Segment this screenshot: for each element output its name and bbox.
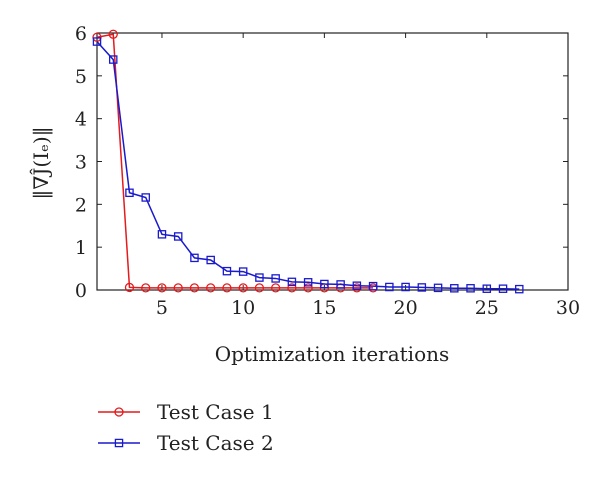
series-2-point (303, 278, 313, 287)
series-1-point (271, 283, 281, 293)
series-2-point (336, 280, 345, 289)
y-tick-label: 6 (75, 23, 87, 45)
series-2-point (433, 283, 443, 293)
x-tick-label: 20 (393, 297, 417, 319)
y-tick-label: 4 (75, 109, 87, 131)
series-1-point (254, 283, 265, 293)
series-2-point (108, 55, 118, 64)
series-2-point (271, 274, 280, 283)
series-2-point (466, 284, 475, 293)
series-1-point (222, 283, 232, 293)
series-1-point (92, 32, 102, 42)
series-1-point (124, 282, 135, 293)
series-2-point (157, 230, 167, 239)
series-2-point (450, 284, 459, 293)
series-2-point (320, 279, 329, 289)
legend-marker (114, 438, 124, 448)
legend-marker (114, 407, 124, 417)
legend-item: Test Case 1 (98, 400, 274, 424)
series-2-point (482, 284, 492, 293)
y-tick-label: 3 (75, 152, 87, 174)
legend-label: Test Case 2 (157, 431, 274, 455)
series-2-point (222, 266, 232, 276)
legend: Test Case 1 Test Case 2 (98, 400, 274, 455)
x-tick-label: 25 (475, 297, 499, 319)
series-2-point (515, 284, 524, 294)
series-2-point (238, 267, 248, 276)
series-2-point (368, 281, 378, 291)
x-axis-label: Optimization iterations (215, 342, 450, 366)
x-tick-label: 10 (231, 297, 255, 319)
series-2-point (498, 284, 508, 293)
legend-item: Test Case 2 (98, 431, 274, 455)
x-tick-label: 30 (556, 297, 580, 319)
series-2-point (417, 283, 427, 292)
y-tick-label: 2 (75, 194, 87, 216)
series-1-point (173, 283, 183, 293)
series-2-point (401, 282, 410, 292)
series-2 (92, 37, 524, 294)
axis-ticks: 5 10 15 20 25 30 0 1 2 3 4 5 6 (75, 23, 580, 319)
series-layer (92, 29, 524, 294)
series-1-point (108, 29, 118, 39)
x-tick-label: 5 (156, 297, 168, 319)
y-axis-label: ‖∇Ĵ(Iₑ)‖ (28, 126, 54, 199)
series-2-line (96, 41, 520, 290)
series-1-point (238, 283, 248, 293)
series-2-point (190, 253, 199, 263)
series-2-point (141, 193, 150, 202)
series-1-point (157, 283, 167, 293)
series-2-point (125, 188, 134, 198)
x-tick-label: 15 (312, 297, 336, 319)
series-1-point (287, 283, 297, 293)
series-2-point (92, 37, 102, 46)
series-2-point (352, 281, 362, 290)
series-2-point (206, 255, 215, 265)
y-tick-label: 1 (75, 237, 87, 259)
y-tick-label: 0 (75, 280, 87, 302)
series-2-point (255, 273, 264, 282)
series-2-point (385, 282, 394, 292)
series-2-point (287, 277, 297, 287)
series-2-point (173, 232, 183, 241)
legend-label: Test Case 1 (157, 400, 274, 424)
series-1-point (303, 283, 313, 293)
series-1-point (206, 283, 216, 293)
series-1-point (141, 283, 151, 293)
series-1-point (189, 283, 200, 293)
plot-area (96, 32, 569, 291)
y-tick-label: 5 (75, 66, 87, 88)
